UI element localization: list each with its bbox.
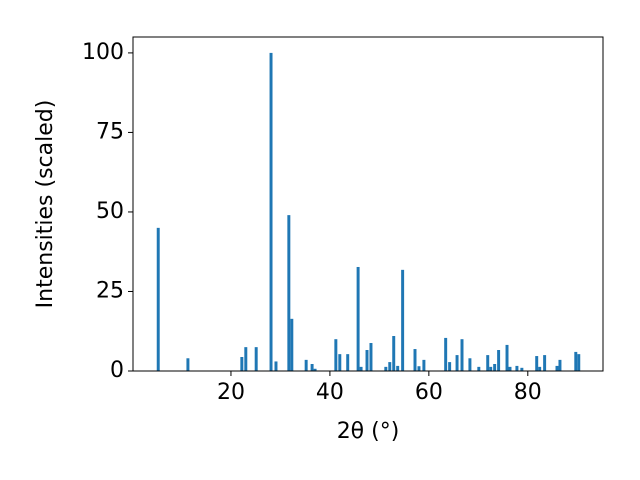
- bar: [535, 356, 539, 371]
- bar: [356, 266, 360, 371]
- bar: [287, 215, 291, 371]
- bar: [254, 347, 258, 371]
- bar: [338, 354, 342, 371]
- bar: [359, 366, 363, 371]
- bar: [274, 361, 278, 371]
- bar: [508, 366, 512, 371]
- bar: [489, 366, 493, 371]
- bar: [555, 365, 559, 371]
- bar: [304, 359, 308, 371]
- bar: [444, 337, 448, 371]
- bar: [497, 350, 501, 371]
- bar: [422, 359, 426, 371]
- bar: [455, 355, 459, 371]
- bar: [290, 318, 294, 371]
- y-tick-label: 75: [96, 119, 124, 144]
- y-tick-label: 0: [110, 358, 124, 383]
- x-axis-label: 2θ (°): [337, 419, 400, 444]
- x-tick-label: 60: [415, 380, 443, 405]
- bar: [334, 339, 338, 371]
- bar: [240, 357, 244, 371]
- y-tick-label: 25: [96, 278, 124, 303]
- bar: [460, 339, 464, 371]
- bar: [543, 355, 547, 371]
- bar: [365, 350, 369, 371]
- bar: [448, 362, 452, 371]
- bar: [477, 366, 481, 371]
- bar: [384, 366, 388, 371]
- bar: [244, 347, 248, 371]
- bar: [574, 351, 578, 371]
- bar: [468, 358, 472, 371]
- bar: [156, 227, 160, 371]
- bar: [577, 354, 581, 371]
- plot-frame: [132, 36, 604, 372]
- bar: [520, 367, 524, 371]
- bar: [388, 362, 392, 371]
- bar: [493, 364, 497, 371]
- x-tick-label: 20: [217, 380, 245, 405]
- bar: [310, 364, 314, 371]
- y-tick-label: 100: [82, 40, 124, 65]
- bar: [413, 349, 417, 371]
- bar: [505, 344, 509, 371]
- x-tick-label: 40: [316, 380, 344, 405]
- bar: [396, 365, 400, 371]
- y-tick-label: 50: [96, 199, 124, 224]
- bar: [269, 52, 273, 372]
- bar: [369, 343, 373, 371]
- bar: [313, 368, 317, 371]
- bar: [515, 365, 519, 371]
- bar: [558, 359, 562, 371]
- y-axis-label: Intensities (scaled): [33, 100, 58, 309]
- bar: [346, 354, 350, 371]
- bar: [186, 358, 190, 371]
- bar: [486, 355, 490, 371]
- x-tick-label: 80: [514, 380, 542, 405]
- bar: [417, 366, 421, 371]
- bar: [392, 336, 396, 371]
- bar: [401, 269, 405, 371]
- bar: [538, 366, 542, 371]
